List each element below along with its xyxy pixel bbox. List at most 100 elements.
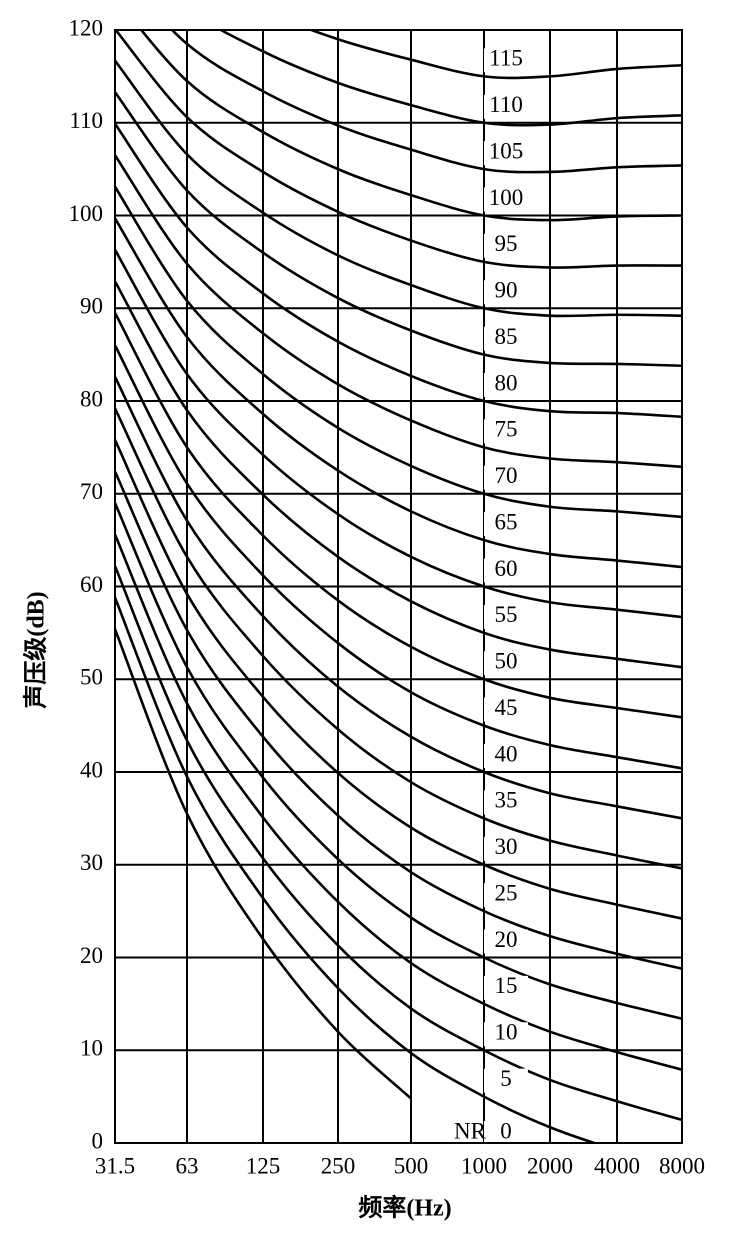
curve-label: 45 [495, 695, 518, 720]
label-bg [484, 280, 528, 305]
curve-label: 40 [495, 741, 518, 766]
label-bg [484, 836, 528, 861]
label-bg [484, 604, 528, 629]
nr-curve [115, 628, 412, 1100]
y-tick-label: 40 [80, 757, 103, 782]
curve-label: 50 [495, 649, 518, 674]
curve-label: 75 [495, 417, 518, 442]
x-axis-title: 频率(Hz) [358, 1194, 451, 1222]
y-tick-label: 70 [80, 479, 103, 504]
label-bg [484, 141, 528, 166]
curve-label: 110 [489, 92, 523, 117]
x-tick-label: 500 [394, 1153, 429, 1178]
label-bg [484, 94, 528, 119]
curve-label: 105 [489, 138, 524, 163]
nr-curve [115, 186, 682, 519]
nr-curve [115, 502, 682, 1020]
nr-curve [115, 154, 682, 469]
label-bg [484, 1068, 528, 1093]
nr-curve [139, 30, 682, 222]
curves [115, 30, 682, 1143]
nr-curve [115, 407, 682, 870]
label-bg [484, 1121, 528, 1145]
curve-label: 65 [495, 509, 518, 534]
curve-label: 5 [500, 1066, 512, 1091]
x-tick-label: 250 [321, 1153, 356, 1178]
nr-curve [115, 565, 682, 1122]
nr-curve [115, 59, 682, 318]
label-bg [484, 419, 528, 444]
label-bg [484, 233, 528, 258]
curve-label: 25 [495, 880, 518, 905]
curve-label: 10 [495, 1020, 518, 1045]
x-tick-label: 1000 [461, 1153, 507, 1178]
curve-label: 55 [495, 602, 518, 627]
x-tick-label: 63 [176, 1153, 199, 1178]
label-bg [484, 1022, 528, 1047]
nr-curve [115, 470, 682, 970]
y-tick-label: 60 [80, 572, 103, 597]
x-tick-label: 8000 [659, 1153, 705, 1178]
curve-label: 35 [495, 788, 518, 813]
label-bg [484, 373, 528, 397]
nr-curve [170, 30, 682, 174]
curve-label: 60 [495, 556, 518, 581]
x-tick-label: 31.5 [95, 1153, 135, 1178]
nr-curve [115, 597, 599, 1143]
label-bg [484, 558, 528, 583]
plot-border [114, 29, 683, 1144]
label-bg [484, 326, 528, 351]
y-tick-label: 0 [92, 1128, 104, 1153]
nr-curve [115, 217, 682, 569]
curve-prefix: NR [454, 1118, 487, 1143]
curve-label: 85 [495, 324, 518, 349]
label-bg [484, 975, 528, 1000]
nr-curve [115, 122, 682, 419]
y-tick-label: 50 [80, 665, 103, 690]
label-bg [484, 697, 528, 722]
curve-label: 70 [495, 463, 518, 488]
curve-label: 80 [495, 370, 518, 395]
label-bg [484, 790, 528, 815]
curve-label: 20 [495, 927, 518, 952]
label-bg [484, 465, 528, 490]
nr-curve [307, 30, 682, 80]
label-bg [484, 744, 528, 768]
curve-label: 90 [495, 278, 518, 303]
nr-curve [115, 91, 682, 368]
label-bg [484, 929, 528, 954]
x-tick-label: 125 [246, 1153, 281, 1178]
curve-label: 30 [495, 834, 518, 859]
nr-curve [115, 344, 682, 770]
curve-label: 95 [495, 231, 518, 256]
y-tick-label: 90 [80, 294, 103, 319]
x-tick-label: 4000 [594, 1153, 640, 1178]
label-bg [484, 187, 528, 212]
nr-curve [218, 30, 682, 127]
label-bg [484, 48, 528, 73]
y-axis-title: 声压级(dB) [22, 591, 50, 709]
curve-label: 0 [500, 1118, 512, 1143]
nr-curve [115, 376, 682, 820]
nr-curve [115, 312, 682, 719]
nr-curve [115, 249, 682, 619]
nr-curve [115, 30, 682, 269]
label-bg [484, 651, 528, 676]
y-tick-label: 100 [69, 201, 104, 226]
y-tick-label: 20 [80, 943, 103, 968]
label-bg [484, 883, 528, 908]
label-bg [484, 512, 528, 537]
curve-label: 100 [489, 185, 524, 210]
y-tick-label: 10 [80, 1036, 103, 1061]
x-tick-label: 2000 [527, 1153, 573, 1178]
y-tick-label: 80 [80, 386, 103, 411]
nr-curve [115, 439, 682, 920]
nr-curve [115, 280, 682, 669]
y-tick-label: 120 [69, 15, 104, 40]
y-tick-label: 30 [80, 850, 103, 875]
curve-label: 15 [495, 973, 518, 998]
nr-curve [115, 534, 682, 1071]
y-tick-label: 110 [69, 108, 103, 133]
curve-label: 115 [489, 46, 523, 71]
